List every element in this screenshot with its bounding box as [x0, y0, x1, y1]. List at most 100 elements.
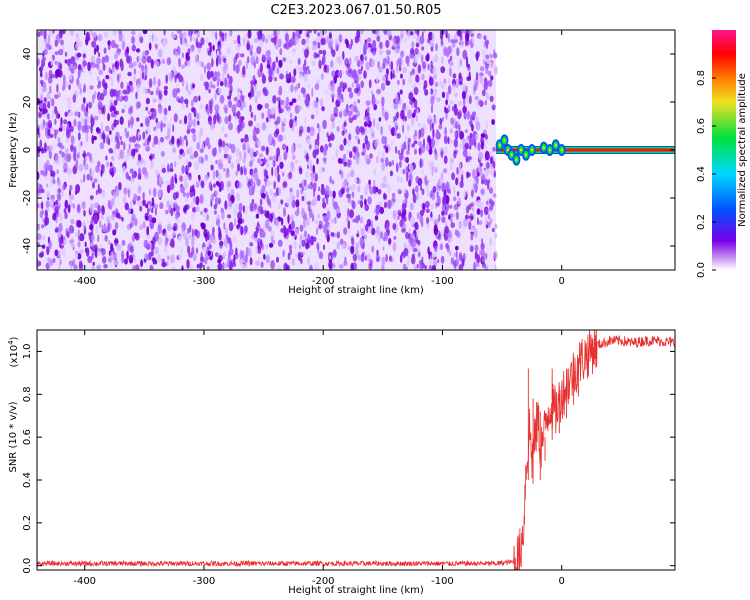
noise-speckle — [283, 181, 288, 188]
noise-speckle — [432, 66, 437, 77]
snr-y-label: SNR (10 * v/v) — [8, 401, 19, 472]
noise-speckle — [360, 216, 363, 224]
noise-speckle — [246, 40, 250, 50]
noise-speckle — [167, 128, 171, 137]
noise-speckle — [242, 205, 245, 213]
noise-speckle — [86, 173, 90, 181]
noise-speckle — [187, 112, 192, 121]
noise-speckle — [339, 144, 344, 151]
noise-speckle — [428, 160, 432, 170]
noise-speckle — [286, 145, 289, 153]
noise-speckle — [79, 90, 83, 95]
noise-speckle — [102, 256, 107, 264]
noise-speckle — [297, 58, 301, 65]
noise-speckle — [227, 192, 231, 202]
noise-speckle — [487, 80, 493, 87]
noise-speckle — [312, 182, 317, 192]
noise-speckle — [458, 252, 463, 261]
noise-speckle — [443, 155, 448, 164]
noise-speckle — [185, 204, 190, 210]
noise-speckle — [100, 169, 103, 177]
noise-speckle — [335, 56, 341, 63]
noise-speckle — [432, 55, 437, 63]
noise-speckle — [378, 151, 381, 157]
noise-speckle — [303, 185, 308, 192]
noise-speckle — [180, 96, 184, 104]
noise-speckle — [255, 122, 261, 129]
noise-speckle — [255, 246, 258, 253]
noise-speckle — [436, 97, 441, 103]
noise-speckle — [135, 132, 138, 141]
noise-speckle — [136, 160, 140, 166]
noise-speckle — [491, 227, 495, 233]
noise-speckle — [391, 140, 394, 147]
noise-speckle — [81, 124, 85, 133]
noise-speckle — [139, 224, 143, 231]
noise-speckle — [53, 201, 56, 207]
noise-speckle — [295, 199, 300, 208]
noise-speckle — [44, 216, 50, 226]
noise-speckle — [307, 234, 311, 241]
noise-speckle — [407, 258, 410, 267]
noise-speckle — [400, 50, 405, 58]
noise-speckle — [409, 164, 414, 174]
noise-speckle — [489, 187, 493, 194]
noise-speckle — [354, 246, 359, 256]
noise-speckle — [138, 56, 143, 65]
noise-speckle — [48, 44, 52, 49]
noise-speckle — [97, 34, 103, 42]
noise-speckle — [62, 184, 67, 191]
noise-speckle — [101, 193, 105, 198]
noise-speckle — [188, 234, 192, 240]
noise-speckle — [352, 69, 357, 79]
noise-speckle — [300, 87, 306, 94]
noise-speckle — [479, 171, 483, 178]
noise-speckle — [309, 130, 315, 137]
noise-speckle — [202, 258, 206, 264]
noise-speckle — [210, 98, 214, 105]
noise-speckle — [119, 116, 124, 125]
noise-speckle — [124, 154, 129, 161]
noise-speckle — [122, 89, 127, 95]
noise-speckle — [290, 230, 295, 236]
noise-speckle — [129, 116, 134, 126]
noise-speckle — [227, 73, 230, 79]
noise-speckle — [305, 242, 310, 250]
noise-speckle — [305, 36, 310, 45]
noise-speckle — [252, 185, 256, 192]
noise-speckle — [207, 107, 210, 116]
noise-speckle — [214, 91, 217, 101]
noise-speckle — [243, 225, 247, 236]
noise-speckle — [385, 39, 390, 49]
noise-speckle — [90, 62, 96, 69]
carrier-onset-peak — [548, 148, 551, 152]
noise-speckle — [449, 100, 454, 105]
noise-speckle — [172, 230, 176, 237]
noise-speckle — [48, 258, 52, 267]
noise-speckle — [146, 226, 150, 236]
noise-speckle — [121, 239, 126, 246]
noise-speckle — [271, 107, 276, 116]
noise-speckle — [41, 235, 46, 241]
noise-speckle — [210, 164, 214, 171]
noise-speckle — [427, 63, 430, 71]
noise-speckle — [399, 254, 403, 264]
noise-speckle — [300, 188, 304, 195]
noise-speckle — [243, 150, 247, 159]
noise-speckle — [90, 233, 95, 243]
noise-speckle — [240, 166, 244, 176]
noise-speckle — [221, 140, 226, 148]
noise-speckle — [465, 85, 468, 94]
noise-speckle — [469, 144, 472, 150]
noise-speckle — [120, 140, 123, 146]
noise-speckle — [464, 142, 470, 150]
noise-speckle — [356, 151, 360, 158]
noise-speckle — [402, 203, 407, 209]
noise-speckle — [342, 50, 345, 60]
noise-speckle — [294, 115, 297, 122]
noise-speckle — [67, 98, 72, 109]
noise-speckle — [179, 175, 184, 182]
noise-speckle — [169, 254, 175, 264]
noise-speckle — [378, 66, 383, 73]
noise-speckle — [300, 257, 303, 265]
